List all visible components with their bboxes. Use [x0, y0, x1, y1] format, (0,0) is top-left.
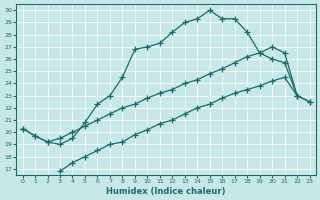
- X-axis label: Humidex (Indice chaleur): Humidex (Indice chaleur): [106, 187, 226, 196]
